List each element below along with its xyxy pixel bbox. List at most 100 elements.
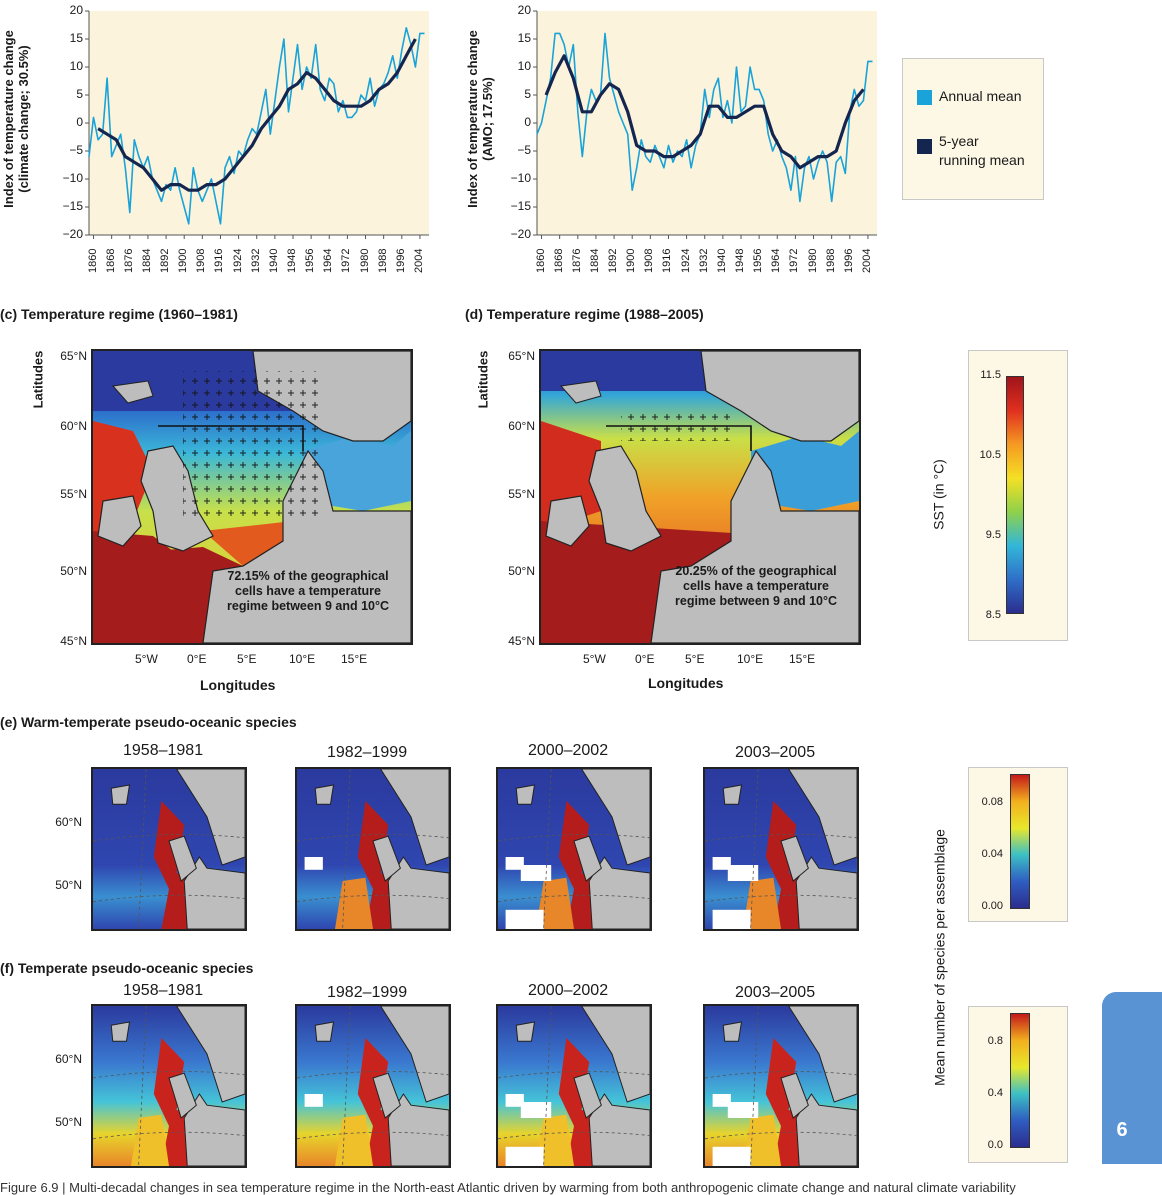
map-d-note-line2: cells have a temperature xyxy=(683,579,829,593)
map-lat-label: 65°N xyxy=(60,349,87,363)
chart-a-series-annual-mean xyxy=(88,26,425,225)
chart-b-xtick-label: 2004 xyxy=(860,248,873,273)
map-lon-label: 10°E xyxy=(289,652,316,666)
map-lon-label: 5°W xyxy=(583,652,606,666)
chart-a-xtick-label: 1940 xyxy=(267,248,280,273)
map-c-xlabel: Longitudes xyxy=(200,677,276,693)
chart-b-ytick-label: −20 xyxy=(510,227,531,241)
map-c-note-line2: cells have a temperature xyxy=(235,584,381,598)
chart-a-ytick-label: 20 xyxy=(69,3,83,17)
chapter-tab-number: 6 xyxy=(1116,1119,1128,1141)
small-map-f-4 xyxy=(703,1004,859,1168)
chart-a-xtick-label: 1972 xyxy=(340,248,353,273)
chart-a-xtick-label: 1916 xyxy=(213,248,226,273)
chart-a-svg xyxy=(85,10,429,239)
chart-a-xtick-label: 1980 xyxy=(358,248,371,273)
chart-b-xtick-label: 1884 xyxy=(588,248,601,273)
chart-a-xtick-label: 1948 xyxy=(286,248,298,273)
chart-a-xtick-label: 1892 xyxy=(159,248,172,273)
small-map-f-1 xyxy=(91,1004,247,1168)
chart-b-xtick-label: 1932 xyxy=(697,248,710,273)
panel-d-title: (d) Temperature regime (1988–2005) xyxy=(465,306,704,322)
chart-a-xtick-label: 1964 xyxy=(322,248,335,273)
map-c-graphic xyxy=(93,351,411,643)
map-lon-label: 5°E xyxy=(685,652,705,666)
sst-colorbar-tick: 10.5 xyxy=(979,449,1001,461)
small-map-lat-label: 50°N xyxy=(55,1115,82,1129)
chart-b-xtick-label: 1916 xyxy=(661,248,674,273)
map-lon-label: 0°E xyxy=(187,652,207,666)
chart-a-ytick-label: −15 xyxy=(62,199,83,213)
small-map-e-2 xyxy=(295,767,451,931)
panel-f-title: (f) Temperate pseudo-oceanic species xyxy=(0,960,254,976)
chart-a-xtick-label: 1860 xyxy=(86,248,99,273)
period-label-e-4: 2003–2005 xyxy=(735,744,816,761)
chart-b-xtick-label: 1900 xyxy=(625,248,638,273)
sst-colorbar-tick: 9.5 xyxy=(985,529,1001,541)
period-label-e-3: 2000–2002 xyxy=(528,742,609,759)
map-d-note-line3: regime between 9 and 10°C xyxy=(675,594,837,608)
chart-b-xtick-label: 1940 xyxy=(715,248,728,273)
chart-b-series-annual-mean xyxy=(536,32,873,203)
map-d-ylabel: Latitudes xyxy=(475,350,491,409)
small-map-graphic xyxy=(297,769,449,929)
chart-a-xtick-label: 2004 xyxy=(412,248,425,273)
chart-b-xtick-label: 1972 xyxy=(788,248,801,273)
species-colorbar-tick: 0.00 xyxy=(981,900,1003,912)
figure-caption: Figure 6.9 | Multi-decadal changes in se… xyxy=(0,1180,1016,1195)
species-colorbar-e: 0.08 0.04 0.00 xyxy=(968,767,1068,922)
legend-annual-swatch xyxy=(917,90,932,105)
chart-a-xtick-label: 1932 xyxy=(249,248,262,273)
chart-a-ytick-label: −20 xyxy=(62,227,83,241)
chart-a-ytick-label: 5 xyxy=(76,87,83,101)
chart-a-ytick-label: 0 xyxy=(76,115,83,129)
chart-b-xtick-label: 1860 xyxy=(534,248,547,273)
small-map-graphic xyxy=(498,769,650,929)
small-map-e-1 xyxy=(91,767,247,931)
small-map-e-3 xyxy=(496,767,652,931)
map-lat-label: 55°N xyxy=(60,487,87,501)
species-colorbar-label: Mean number of species per assemblage xyxy=(931,829,948,1086)
chart-a-ytick-label: −5 xyxy=(69,143,83,157)
map-c: 72.15% of the geographical cells have a … xyxy=(91,349,413,645)
chart-a-xtick-label: 1908 xyxy=(195,248,208,273)
chart-b-ytick-label: 10 xyxy=(517,59,531,73)
chart-a-ylabel-line2: (climate change; 30.5%) xyxy=(16,45,31,193)
chart-b-xtick-label: 1996 xyxy=(842,248,855,273)
sst-colorbar: 11.5 10.5 9.5 8.5 xyxy=(968,350,1068,641)
sst-colorbar-tick: 11.5 xyxy=(980,369,1001,381)
period-label-f-3: 2000–2002 xyxy=(528,982,609,999)
small-map-graphic xyxy=(498,1006,650,1166)
species-colorbar-tick: 0.4 xyxy=(987,1087,1003,1099)
chart-legend: Annual mean 5-year running mean xyxy=(902,58,1044,200)
chart-b-ylabel-line1: Index of temperature change xyxy=(465,30,480,208)
chart-b-xtick-label: 1876 xyxy=(570,248,583,273)
map-c-note: 72.15% of the geographical cells have a … xyxy=(213,569,403,614)
chart-b-series-running-mean xyxy=(544,54,865,170)
chart-b-xtick-label: 1892 xyxy=(607,248,620,273)
map-lat-label: 60°N xyxy=(60,419,87,433)
small-map-f-3 xyxy=(496,1004,652,1168)
period-label-e-2: 1982–1999 xyxy=(327,744,408,761)
sst-colorbar-label: SST (in °C) xyxy=(930,459,947,530)
map-lat-label: 50°N xyxy=(508,564,535,578)
chart-a-xtick-label: 1956 xyxy=(304,248,317,273)
chart-a-xtick-label: 1884 xyxy=(140,248,153,273)
chart-a-ytick-label: 10 xyxy=(69,59,83,73)
chart-a-xtick-label: 1988 xyxy=(376,248,389,273)
chapter-tab: 6 xyxy=(1102,992,1162,1164)
map-d-note-line1: 20.25% of the geographical xyxy=(675,564,837,578)
map-lat-label: 55°N xyxy=(508,487,535,501)
small-map-lat-label: 50°N xyxy=(55,878,82,892)
chart-a-xtick-label: 1996 xyxy=(394,248,407,273)
panel-e-title: (e) Warm-temperate pseudo-oceanic specie… xyxy=(0,714,297,730)
chart-b-ytick-label: 15 xyxy=(517,31,531,45)
map-lon-label: 5°E xyxy=(237,652,257,666)
chart-b-ytick-label: 5 xyxy=(524,87,531,101)
chart-a-ylabel-line1: Index of temperature change xyxy=(1,30,16,208)
map-d-xlabel: Longitudes xyxy=(648,675,724,691)
legend-running-label-2: running mean xyxy=(939,152,1025,168)
chart-b-ytick-label: −15 xyxy=(510,199,531,213)
small-map-graphic xyxy=(705,769,857,929)
chart-b-xtick-label: 1988 xyxy=(824,248,837,273)
